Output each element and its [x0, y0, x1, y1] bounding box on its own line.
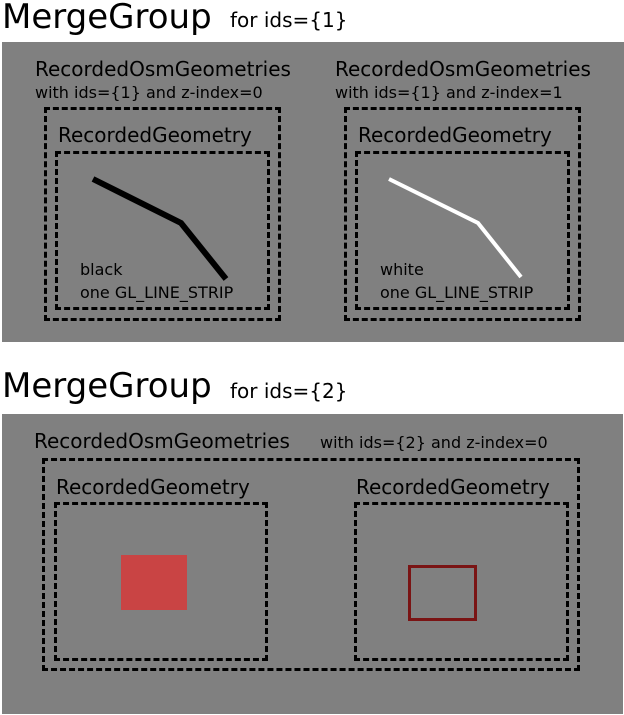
group1-geom-right-type-label: one GL_LINE_STRIP	[380, 283, 534, 302]
group1-osm-right-title: RecordedOsmGeometries	[335, 57, 591, 81]
group1-title: MergeGroup	[2, 0, 212, 37]
group2-geom-right-title: RecordedGeometry	[356, 475, 550, 499]
group1-subtitle: for ids={1}	[230, 8, 348, 32]
group1-geom-right-color-label: white	[380, 260, 424, 279]
group1-geom-right-box	[355, 151, 570, 310]
group1-osm-right-desc: with ids={1} and z-index=1	[335, 83, 563, 102]
group1-panel	[2, 42, 624, 342]
group2-osm-title: RecordedOsmGeometries	[34, 429, 290, 453]
group2-geom-left-title: RecordedGeometry	[56, 475, 250, 499]
group2-subtitle: for ids={2}	[230, 379, 348, 403]
filled-red-square	[121, 555, 187, 610]
group1-geom-left-color-label: black	[80, 260, 123, 279]
group1-osm-left-desc: with ids={1} and z-index=0	[35, 83, 263, 102]
group1-geom-left-title: RecordedGeometry	[58, 123, 252, 147]
group1-osm-right-box	[344, 107, 581, 321]
outlined-red-square	[408, 565, 477, 621]
group2-panel	[2, 414, 623, 714]
group1-geom-left-type-label: one GL_LINE_STRIP	[80, 283, 234, 302]
group1-osm-left-title: RecordedOsmGeometries	[35, 57, 291, 81]
black-line-strip	[91, 176, 229, 281]
group2-geom-left-box	[54, 502, 268, 661]
group2-osm-box	[42, 458, 580, 671]
group2-title: MergeGroup	[2, 366, 212, 406]
group1-osm-left-box	[44, 107, 281, 321]
group1-geom-left-box	[55, 151, 270, 310]
group1-geom-right-title: RecordedGeometry	[358, 123, 552, 147]
white-line-strip	[388, 177, 523, 279]
group2-geom-right-box	[354, 502, 569, 661]
group2-osm-desc: with ids={2} and z-index=0	[320, 433, 548, 452]
